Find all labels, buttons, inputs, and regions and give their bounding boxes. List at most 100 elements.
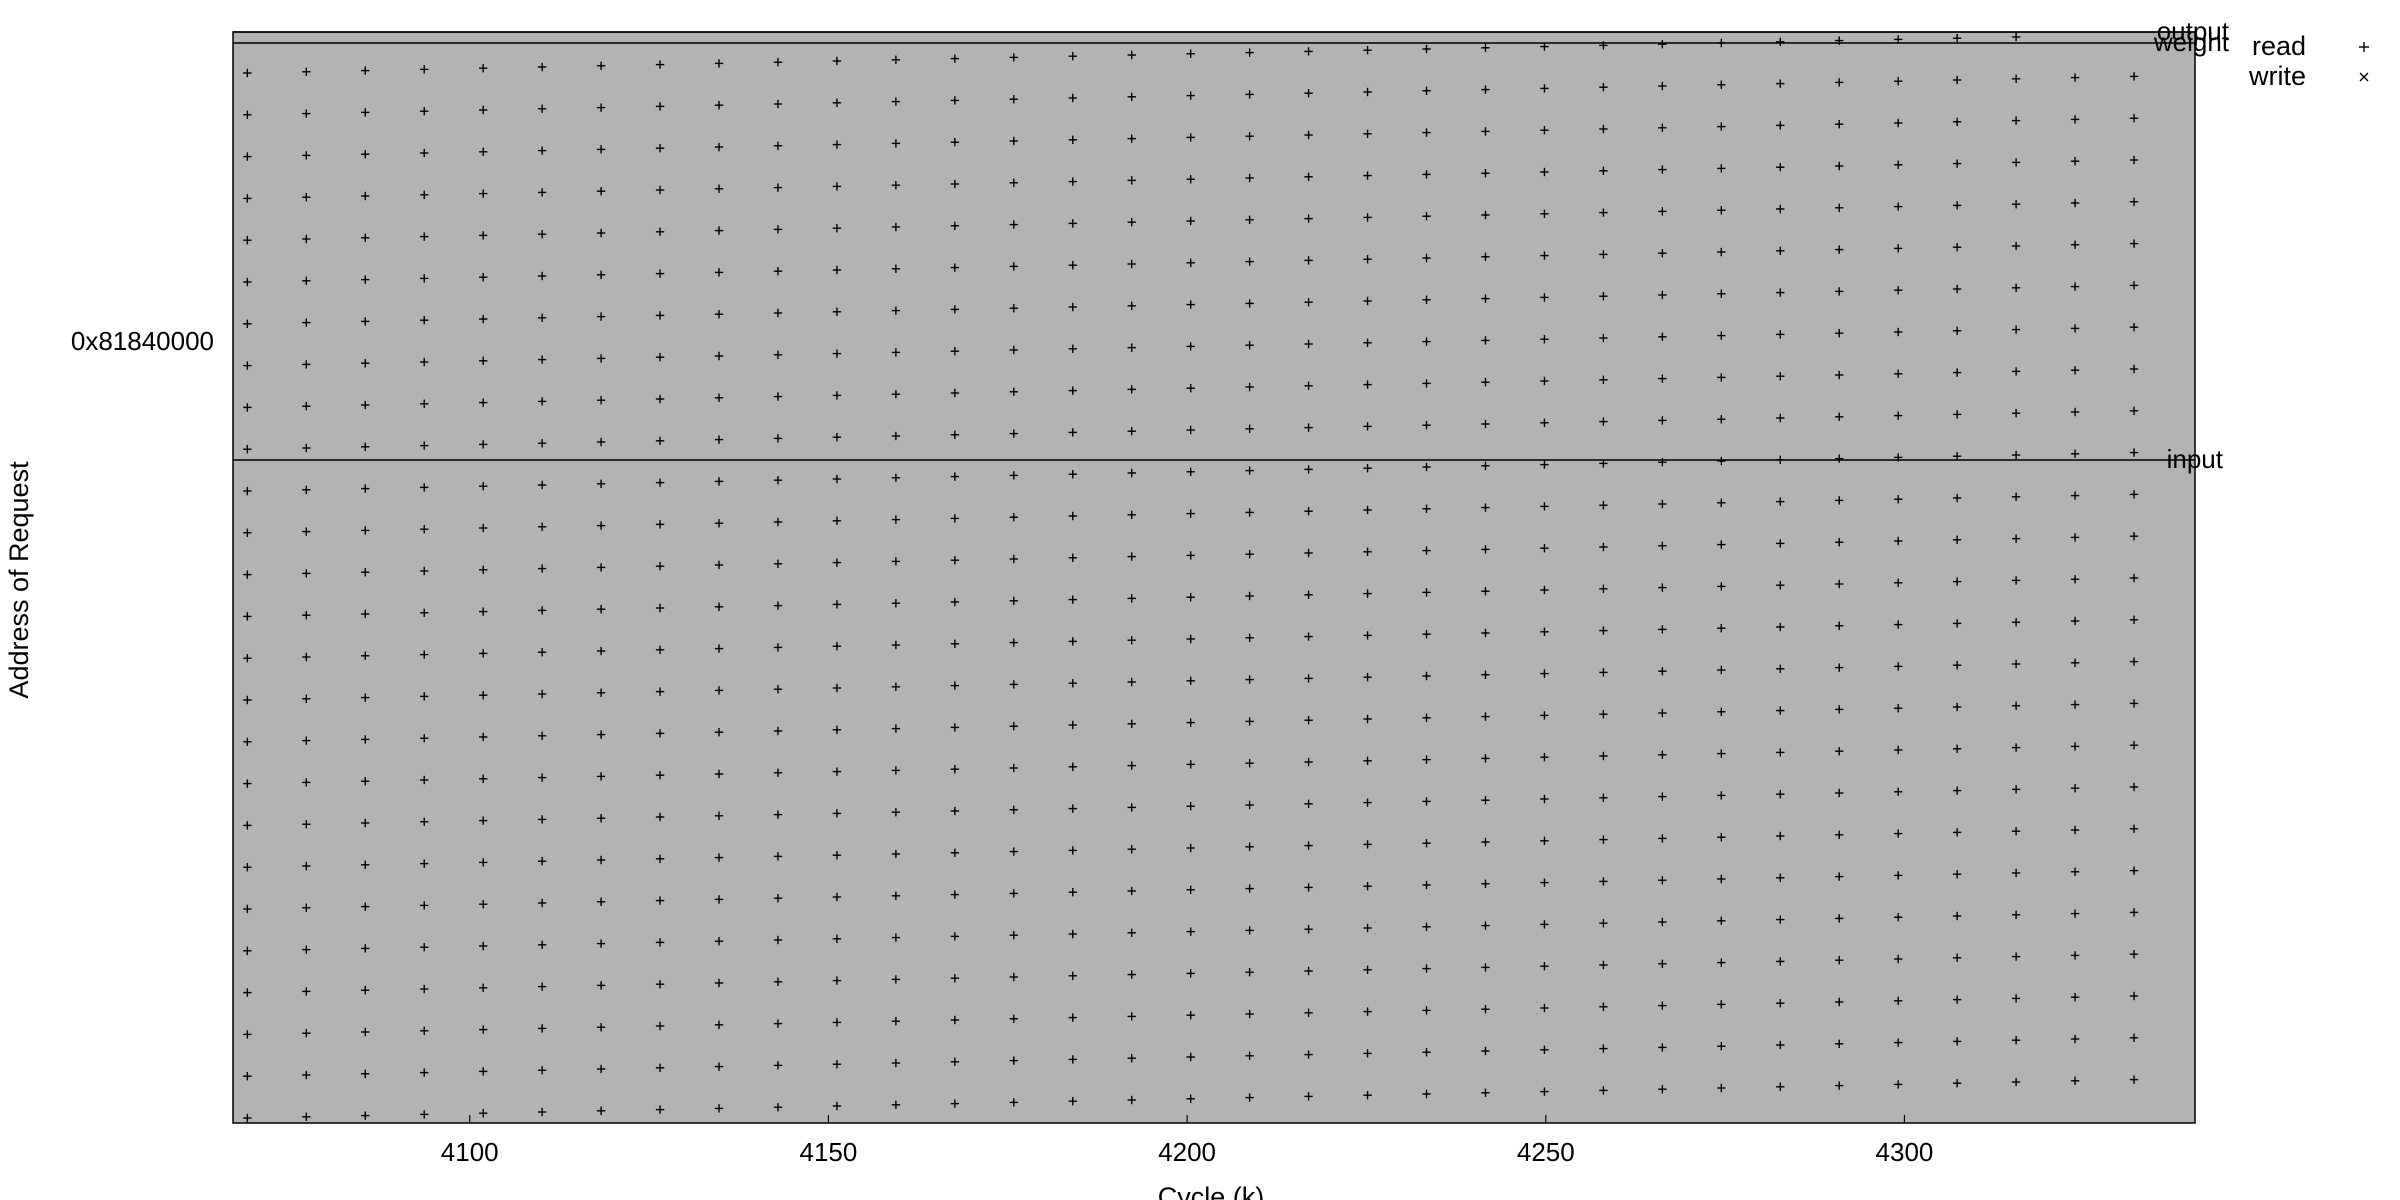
read-point	[1068, 1013, 1077, 1022]
read-point	[1127, 427, 1136, 436]
read-point	[1952, 1079, 1962, 1088]
read-point	[1127, 761, 1136, 770]
read-point	[1658, 1001, 1667, 1010]
read-point	[1540, 920, 1549, 929]
read-point	[361, 777, 370, 786]
read-point	[1127, 970, 1136, 979]
read-point	[1245, 508, 1254, 517]
read-point	[1481, 419, 1490, 429]
read-point	[478, 1109, 488, 1118]
read-point	[420, 859, 429, 868]
read-point	[1422, 671, 1431, 681]
read-point	[1422, 1048, 1431, 1057]
read-point	[596, 270, 606, 279]
read-point	[655, 1021, 665, 1031]
read-point	[1363, 171, 1372, 180]
read-point	[2011, 283, 2021, 292]
read-point	[1304, 47, 1313, 56]
read-point	[950, 1099, 960, 1108]
read-point	[773, 225, 783, 234]
read-point	[1599, 793, 1608, 802]
read-point	[1893, 244, 1903, 253]
read-point	[1245, 424, 1254, 433]
read-point	[420, 608, 429, 617]
read-point	[1481, 545, 1490, 554]
x-tick-label: 4300	[1876, 1137, 1934, 1167]
read-point	[1363, 213, 1372, 222]
read-point	[1835, 705, 1844, 714]
read-point	[773, 643, 783, 652]
read-point	[1835, 621, 1844, 630]
read-point	[1186, 467, 1195, 476]
read-point	[1422, 421, 1431, 430]
x-tick-label: 4250	[1517, 1137, 1575, 1167]
read-point	[714, 519, 724, 528]
read-point	[1245, 382, 1254, 392]
read-point	[420, 775, 429, 785]
read-point	[1363, 46, 1372, 55]
read-point	[1363, 338, 1372, 347]
read-point	[1776, 622, 1785, 632]
read-point	[2011, 450, 2021, 460]
read-point	[2070, 616, 2080, 626]
read-point	[537, 522, 547, 531]
read-point	[1540, 1045, 1549, 1054]
read-point	[2011, 868, 2021, 878]
read-point	[361, 735, 370, 744]
read-point	[2070, 240, 2080, 249]
read-point	[1717, 1083, 1726, 1093]
read-point	[361, 1027, 370, 1037]
read-point	[420, 483, 429, 492]
x-tick-label: 4200	[1158, 1137, 1216, 1167]
read-point	[832, 516, 842, 525]
read-point	[773, 517, 783, 527]
read-point	[1304, 172, 1313, 181]
read-point	[1893, 286, 1903, 295]
read-point	[2129, 573, 2139, 583]
read-point	[714, 602, 724, 611]
read-point	[832, 56, 842, 66]
y-tick-label: 0x81840000	[71, 326, 214, 356]
read-point	[1776, 581, 1785, 590]
read-point	[1952, 953, 1962, 962]
read-point	[1009, 136, 1019, 146]
read-point	[596, 981, 606, 990]
read-point	[1186, 593, 1195, 602]
read-point	[1245, 1051, 1254, 1060]
read-point	[1540, 418, 1549, 427]
read-point	[2129, 323, 2139, 332]
read-point	[596, 61, 606, 70]
region-label-output: output	[2157, 16, 2230, 46]
read-point	[1363, 380, 1372, 389]
read-point	[537, 355, 547, 364]
read-point	[420, 65, 429, 74]
read-point	[714, 184, 724, 193]
read-point	[1068, 177, 1077, 186]
read-point	[655, 812, 665, 822]
read-point	[2070, 115, 2080, 124]
read-point	[2011, 241, 2021, 251]
read-point	[1245, 299, 1254, 308]
read-point	[714, 937, 724, 946]
read-point	[1893, 495, 1903, 504]
read-point	[1304, 716, 1313, 725]
read-point	[655, 645, 665, 654]
read-point	[1952, 702, 1962, 712]
read-point	[655, 520, 665, 529]
read-point	[714, 142, 724, 152]
read-point	[420, 232, 429, 241]
read-point	[1363, 714, 1372, 724]
read-point	[655, 729, 665, 738]
read-point	[1658, 40, 1667, 49]
read-point	[1363, 1091, 1372, 1100]
read-point	[1127, 552, 1136, 561]
read-point	[1540, 962, 1549, 971]
read-point	[714, 686, 724, 695]
read-point	[1009, 1014, 1019, 1023]
read-point	[1540, 126, 1549, 135]
read-point	[1304, 465, 1313, 474]
read-point	[302, 1070, 311, 1080]
read-point	[302, 652, 311, 662]
read-point	[361, 526, 370, 535]
read-point	[1422, 922, 1431, 931]
